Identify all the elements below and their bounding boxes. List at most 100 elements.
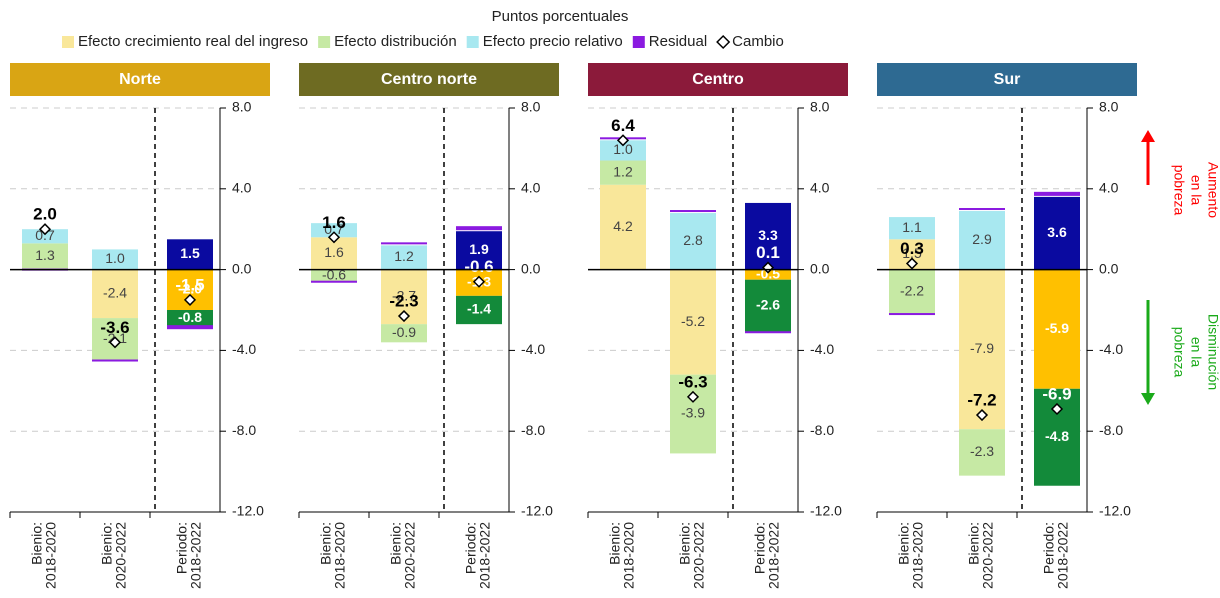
bar-segment (311, 280, 357, 283)
value-label: -1.4 (467, 301, 491, 317)
x-tick-label: 2020-2022 (113, 522, 129, 589)
bar-segment (22, 243, 68, 270)
x-tick-label: Periodo: (463, 522, 479, 574)
x-tick-label: Bienio: (966, 522, 982, 565)
y-tick-label: -8.0 (232, 422, 256, 438)
annotation-arrowhead (1141, 130, 1155, 142)
y-tick-label: 0.0 (810, 260, 830, 276)
value-label: 2.8 (683, 232, 703, 248)
value-label: -2.2 (900, 283, 924, 299)
bar-segment (889, 313, 935, 316)
value-label: -0.6 (322, 266, 346, 282)
bar-segment (600, 140, 646, 161)
x-tick-label: Bienio: (607, 522, 623, 565)
y-tick-label: -4.0 (810, 341, 834, 357)
bar-segment (381, 324, 427, 343)
value-label: 1.2 (394, 248, 414, 264)
value-label: 1.5 (902, 245, 922, 261)
bar-segment (456, 226, 502, 231)
x-tick-label: 2020-2022 (402, 522, 418, 589)
bar-segment (670, 374, 716, 454)
bar-segment (456, 295, 502, 325)
x-tick-label: 2020-2022 (980, 522, 996, 589)
y-tick-label: 8.0 (1099, 99, 1119, 115)
bar-segment (311, 269, 357, 282)
value-label: 1.6 (324, 244, 344, 260)
bar-segment (959, 208, 1005, 211)
bar-segment (670, 210, 716, 213)
bar-segment (670, 213, 716, 270)
value-label: 1.1 (902, 219, 922, 235)
panel-title: Centro norte (381, 71, 477, 88)
bar-segment (745, 269, 791, 280)
y-tick-label: -4.0 (521, 341, 545, 357)
y-tick-label: 8.0 (521, 99, 541, 115)
bar-segment (889, 269, 935, 315)
legend-label: Efecto precio relativo (483, 33, 623, 50)
bar-segment (167, 325, 213, 330)
value-label: -2.0 (178, 281, 202, 297)
value-label: 1.3 (35, 247, 55, 263)
y-tick-label: 4.0 (232, 180, 252, 196)
bar-segment (600, 184, 646, 270)
value-label: 1.2 (613, 163, 633, 179)
change-marker (472, 275, 486, 288)
legend-swatch (62, 36, 74, 48)
value-label: -3.9 (681, 405, 705, 421)
change-marker (905, 257, 919, 270)
change-label: -1.5 (175, 275, 204, 294)
bar-segment (92, 359, 138, 362)
bar-segment (745, 279, 791, 333)
bar-segment (456, 231, 502, 270)
change-label: -3.6 (100, 318, 129, 337)
value-label: -7.9 (970, 340, 994, 356)
annotation-text: en la (1188, 175, 1204, 206)
value-label: -5.9 (1045, 320, 1069, 336)
value-label: -2.7 (392, 288, 416, 304)
value-label: 1.0 (105, 250, 125, 266)
change-marker (686, 390, 700, 403)
legend-marker (716, 34, 731, 50)
panel-title: Centro (692, 71, 744, 88)
change-label: -2.3 (389, 292, 418, 311)
x-tick-label: 2020-2022 (691, 522, 707, 589)
change-marker (975, 408, 989, 422)
change-marker (616, 134, 630, 147)
change-label: -6.3 (678, 372, 707, 391)
x-tick-label: 2018-2020 (621, 522, 637, 589)
y-tick-label: -8.0 (810, 422, 834, 438)
legend-label: Residual (649, 33, 707, 50)
change-marker (1050, 402, 1064, 416)
y-tick-label: 0.0 (232, 260, 252, 276)
change-label: 2.0 (33, 205, 57, 224)
y-tick-label: 8.0 (232, 99, 252, 115)
x-tick-label: 2018-2020 (910, 522, 926, 589)
value-label: 1.9 (469, 241, 489, 257)
y-tick-label: 4.0 (1099, 180, 1119, 196)
y-tick-label: 8.0 (810, 99, 830, 115)
x-tick-label: 2018-2022 (1055, 522, 1071, 589)
x-tick-label: Periodo: (1041, 522, 1057, 574)
annotation-text: pobreza (1171, 165, 1187, 216)
value-label: 1.0 (613, 141, 633, 157)
x-tick-label: Bienio: (388, 522, 404, 565)
change-label: 0.3 (900, 239, 924, 258)
value-label: -2.4 (103, 285, 127, 301)
y-tick-label: -12.0 (810, 503, 842, 519)
y-tick-label: -4.0 (232, 341, 256, 357)
bar-segment (745, 331, 791, 334)
x-tick-label: 2018-2020 (43, 522, 59, 589)
value-label: -0.9 (392, 324, 416, 340)
bar-segment (1034, 196, 1080, 270)
panel-header (588, 63, 848, 96)
x-tick-label: 2018-2020 (332, 522, 348, 589)
value-label: 1.5 (180, 245, 200, 261)
bar-segment (745, 202, 791, 270)
bar-segment (670, 269, 716, 375)
x-tick-label: 2018-2022 (766, 522, 782, 589)
value-label: -4.8 (1045, 428, 1069, 444)
annotation-text: pobreza (1171, 327, 1187, 378)
panel-header (877, 63, 1137, 96)
annotation-text: Aumento (1205, 162, 1220, 218)
